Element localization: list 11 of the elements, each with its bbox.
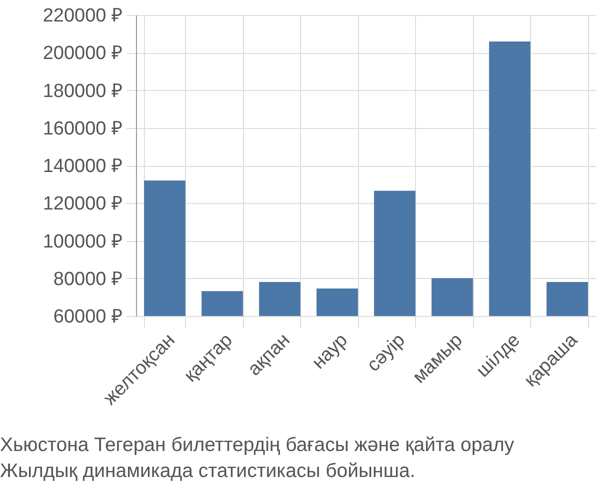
text: Хьюстона Тегеран билеттердің бағасы және қайта оралу [0,433,516,458]
y-tick-label: 60000 ₽ [53,306,122,328]
y-tick-label: 80000 ₽ [53,268,122,290]
y-tick-label: 220000 ₽ [42,6,122,26]
y-tick-label: 200000 ₽ [42,43,122,64]
y-tick-label: 180000 ₽ [42,80,122,102]
y-tick-label: 100000 ₽ [42,231,122,252]
y-tick-label: 160000 ₽ [42,118,122,140]
text: Жылдық динамикада статистикасы бойынша. [0,459,416,484]
y-tick-label: 140000 ₽ [42,156,122,177]
y-tick-label: 120000 ₽ [42,194,122,215]
